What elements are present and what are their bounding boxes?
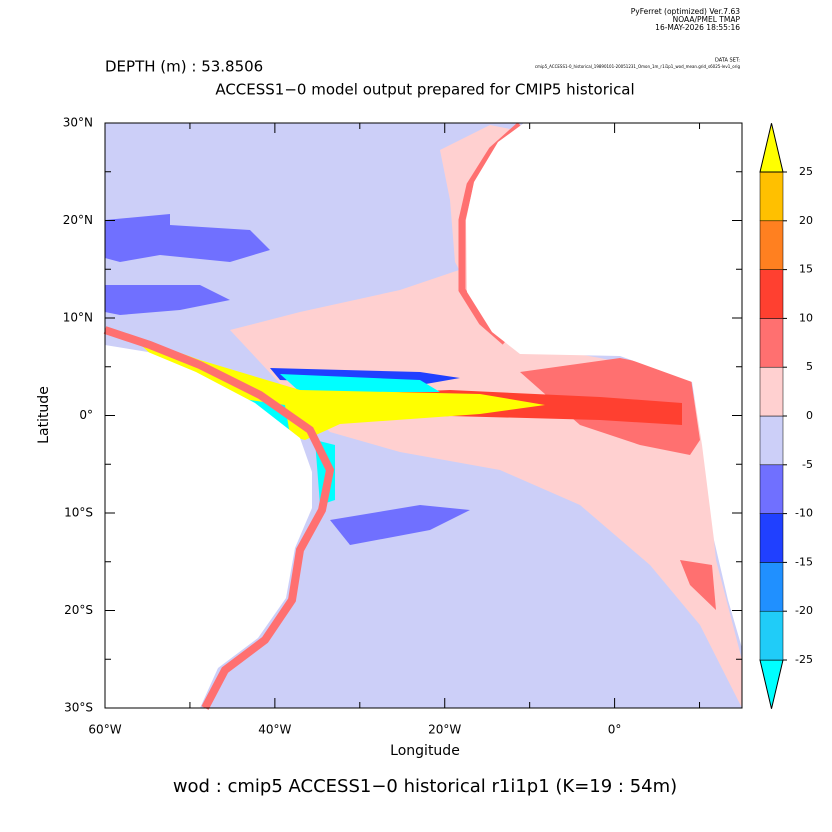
x-tick-label: 40°W <box>258 723 291 737</box>
colorbar-band <box>759 220 784 270</box>
colorbar-label: 10 <box>799 311 813 324</box>
y-tick-label: 30°N <box>63 116 93 130</box>
colorbar-band <box>759 269 784 319</box>
dataset-name: cmip5_ACCESS1-0_historical_19890101-2005… <box>535 64 741 69</box>
colorbar-band <box>759 513 784 563</box>
y-tick-label: 10°N <box>63 311 93 325</box>
y-tick-label: 20°N <box>63 213 93 227</box>
subtitle: DEPTH (m) : 53.8506 <box>105 58 263 76</box>
colorbar-band <box>759 610 784 661</box>
colorbar-label: -20 <box>795 604 813 617</box>
colorbar-band <box>759 318 784 368</box>
title: ACCESS1−0 model output prepared for CMIP… <box>215 81 634 99</box>
dataset-label: DATA SET: <box>715 58 740 64</box>
colorbar-band <box>759 464 784 514</box>
colorbar-label: -25 <box>795 653 813 666</box>
y-tick-label: 30°S <box>64 701 93 715</box>
header-program: PyFerret (optimized) Ver.7.63 <box>631 7 740 16</box>
field-patch <box>330 505 470 545</box>
coastal-band <box>458 122 523 345</box>
field-patch <box>680 560 716 610</box>
field-patch <box>105 285 230 315</box>
colorbar-label: 25 <box>799 165 813 178</box>
colorbar-band <box>759 415 784 466</box>
colorbar-band <box>759 366 784 417</box>
header-timestamp: 16-MAY-2026 18:55:16 <box>655 23 740 32</box>
field-patch <box>105 214 270 262</box>
colorbar-label: 0 <box>806 409 813 422</box>
colorbar-label: -15 <box>795 555 813 568</box>
header-org: NOAA/PMEL TMAP <box>673 15 741 24</box>
y-axis-label: Latitude <box>36 386 52 444</box>
colorbar-band <box>759 562 784 612</box>
colorbar-band <box>759 171 784 222</box>
colorbar-label: 20 <box>799 214 813 227</box>
y-tick-label: 10°S <box>64 506 93 520</box>
field <box>103 122 742 710</box>
colorbar-label: -10 <box>795 507 813 520</box>
coastal-band <box>103 326 335 710</box>
colorbar-label: 15 <box>799 263 813 276</box>
y-tick-label: 20°S <box>64 603 93 617</box>
x-tick-label: 20°W <box>428 723 461 737</box>
colorbar-label: 5 <box>806 360 813 373</box>
land-africa <box>466 123 742 648</box>
x-tick-label: 0° <box>608 723 622 737</box>
x-tick-label: 60°W <box>88 723 121 737</box>
footer: wod : cmip5 ACCESS1−0 historical r1i1p1 … <box>173 776 677 797</box>
colorbar-under <box>759 659 784 709</box>
field-patch <box>280 374 440 392</box>
y-tick-label: 0° <box>79 408 93 422</box>
colorbar-over <box>759 123 784 173</box>
colorbar-label: -5 <box>802 458 813 471</box>
land-south-america <box>105 345 312 708</box>
x-axis-label: Longitude <box>390 743 460 759</box>
